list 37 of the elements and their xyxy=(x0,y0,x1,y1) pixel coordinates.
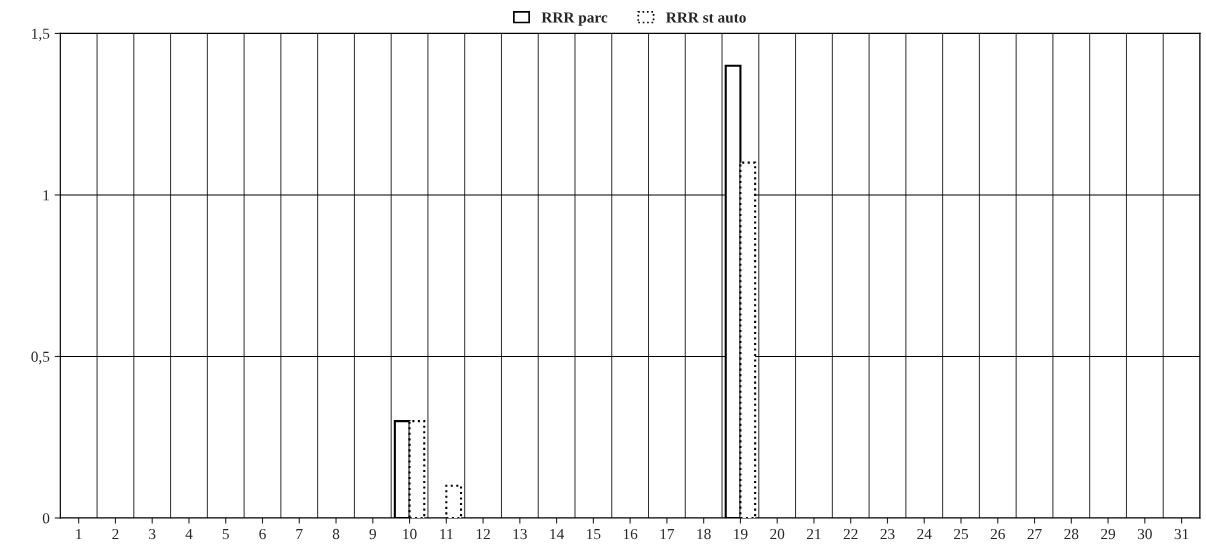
x-tick-label: 30 xyxy=(1137,528,1152,540)
x-tick-label: 29 xyxy=(1101,528,1116,540)
x-tick-label: 16 xyxy=(623,528,638,540)
x-tick-label: 2 xyxy=(112,528,119,540)
x-tick-label: 25 xyxy=(954,528,969,540)
x-tick-label: 1 xyxy=(76,528,82,540)
x-tick-label: 10 xyxy=(403,528,417,540)
x-tick-label: 28 xyxy=(1064,528,1079,540)
x-tick-label: 17 xyxy=(660,528,675,540)
x-tick-label: 11 xyxy=(440,528,453,540)
legend-label: RRR st auto xyxy=(666,12,746,23)
x-tick-label: 7 xyxy=(296,529,303,540)
x-tick-label: 20 xyxy=(770,528,785,540)
legend-label: RRR parc xyxy=(541,12,608,26)
y-tick-label: 0 xyxy=(42,513,50,524)
x-tick-label: 31 xyxy=(1174,528,1189,540)
x-tick-label: 18 xyxy=(697,528,711,540)
x-tick-label: 19 xyxy=(734,528,748,540)
x-tick-label: 4 xyxy=(185,528,193,540)
y-tick-label: 0,5 xyxy=(31,351,50,365)
x-tick-label: 15 xyxy=(587,528,601,540)
x-tick-label: 23 xyxy=(880,528,895,540)
x-tick-label: 22 xyxy=(843,528,858,540)
x-tick-label: 14 xyxy=(550,528,565,540)
x-tick-label: 24 xyxy=(917,528,932,540)
x-tick-label: 12 xyxy=(476,528,490,540)
x-tick-label: 21 xyxy=(806,528,821,540)
x-tick-label: 8 xyxy=(332,528,340,540)
x-tick-label: 27 xyxy=(1027,528,1042,540)
y-tick-label: 1,5 xyxy=(32,28,50,42)
x-tick-label: 13 xyxy=(513,528,527,540)
x-tick-label: 9 xyxy=(369,528,376,540)
x-tick-label: 26 xyxy=(990,528,1005,540)
x-tick-label: 3 xyxy=(149,528,156,540)
x-tick-label: 5 xyxy=(222,529,229,540)
y-tick-label: 1 xyxy=(43,190,49,201)
x-tick-label: 6 xyxy=(259,528,266,540)
